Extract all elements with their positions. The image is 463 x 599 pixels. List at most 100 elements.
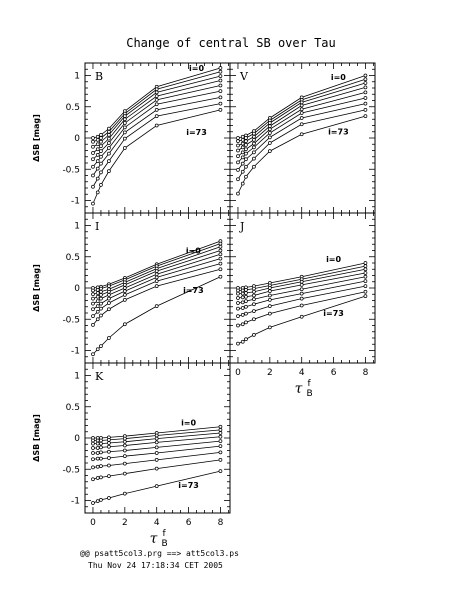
data-point-i-7 — [154, 284, 159, 288]
data-point-v-3 — [236, 148, 240, 153]
y-axis-label-k: ΔSB [mag] — [32, 414, 41, 462]
data-point-j-7 — [267, 311, 272, 316]
x-tick-label-k: 4 — [154, 518, 160, 528]
data-point-j-6 — [299, 296, 304, 301]
data-point-v-5 — [299, 111, 304, 115]
data-point-b-6 — [107, 151, 111, 156]
data-point-k-2 — [99, 441, 103, 446]
data-point-i-7 — [218, 267, 223, 272]
data-point-i-1 — [91, 288, 95, 293]
x-axis-label-sup-k: f — [163, 529, 167, 539]
data-point-v-4 — [363, 90, 368, 95]
footer-line-1: @@ psatt5col3.prg ==> att5col3.ps — [80, 549, 239, 558]
data-point-i-5 — [107, 296, 111, 301]
data-point-b-2 — [91, 144, 95, 149]
data-point-b-7 — [154, 114, 159, 118]
data-point-v-8 — [252, 164, 256, 169]
data-point-v-6 — [363, 101, 368, 106]
data-point-i-4 — [154, 272, 159, 277]
data-point-k-2 — [107, 441, 111, 445]
data-point-j-3 — [252, 293, 256, 298]
data-point-k-5 — [107, 456, 111, 460]
footer-line-2: Thu Nov 24 17:18:34 CET 2005 — [88, 561, 223, 570]
series-label-b: i=0 — [189, 64, 204, 73]
data-point-b-8 — [95, 190, 100, 195]
data-point-i-5 — [91, 307, 95, 312]
x-axis-label-j: τ — [295, 381, 303, 397]
data-point-v-3 — [244, 143, 248, 147]
y-tick-label-b: -1 — [71, 197, 80, 207]
data-point-k-7 — [218, 458, 223, 462]
data-point-j-6 — [236, 314, 240, 318]
data-point-i-8 — [107, 336, 111, 340]
y-tick-label-k: -1 — [71, 497, 80, 507]
data-point-i-7 — [95, 317, 100, 322]
data-point-k-5 — [154, 451, 159, 455]
data-point-j-1 — [240, 288, 245, 293]
data-point-i-3 — [95, 294, 100, 299]
y-tick-label-k: 0 — [74, 434, 80, 444]
data-point-b-1 — [107, 129, 111, 134]
data-point-i-6 — [91, 314, 95, 318]
panel-label-k: K — [95, 370, 104, 383]
data-point-v-4 — [267, 127, 272, 132]
data-point-b-5 — [99, 154, 103, 159]
data-point-j-3 — [244, 294, 248, 299]
data-point-i-6 — [122, 293, 127, 297]
data-point-i-1 — [99, 286, 103, 291]
data-point-b-7 — [95, 176, 100, 181]
data-point-v-6 — [240, 161, 245, 166]
data-point-j-0 — [363, 261, 368, 265]
data-point-v-1 — [363, 77, 368, 82]
data-point-j-6 — [240, 313, 245, 317]
data-point-v-8 — [299, 132, 304, 137]
data-point-j-3 — [363, 271, 368, 275]
data-point-i-5 — [99, 301, 103, 306]
data-point-k-7 — [107, 474, 111, 478]
data-point-b-4 — [154, 98, 159, 102]
x-axis-label-sub-k: B — [162, 539, 168, 549]
data-point-j-7 — [363, 289, 368, 294]
data-point-j-1 — [363, 264, 368, 268]
y-tick-label-k: -0.5 — [62, 465, 80, 475]
data-point-b-2 — [95, 142, 100, 147]
data-point-i-8 — [99, 344, 103, 348]
data-point-i-4 — [99, 296, 103, 301]
data-point-j-3 — [236, 296, 240, 300]
data-point-k-6 — [218, 450, 223, 455]
data-point-b-6 — [122, 130, 127, 135]
data-point-j-3 — [240, 295, 245, 300]
data-point-v-7 — [240, 169, 245, 174]
data-point-i-4 — [107, 293, 111, 297]
data-point-b-2 — [218, 74, 223, 78]
data-point-k-8 — [218, 469, 223, 473]
data-point-b-2 — [122, 114, 127, 118]
data-point-j-1 — [244, 288, 248, 292]
data-point-j-5 — [299, 291, 304, 296]
data-point-v-5 — [236, 160, 240, 165]
data-point-j-8 — [244, 337, 248, 342]
data-point-j-4 — [299, 287, 304, 292]
data-point-k-1 — [95, 438, 100, 443]
data-point-j-5 — [252, 302, 256, 307]
data-point-k-6 — [95, 464, 100, 469]
data-point-j-5 — [363, 279, 368, 283]
data-point-v-6 — [267, 135, 272, 140]
data-point-b-3 — [154, 94, 159, 98]
series-label-v: i=0 — [331, 73, 346, 82]
data-point-b-4 — [107, 141, 111, 145]
data-point-j-8 — [299, 314, 304, 319]
data-point-b-5 — [95, 159, 100, 163]
data-point-v-4 — [236, 154, 240, 158]
data-point-v-4 — [252, 141, 256, 146]
data-point-i-1 — [218, 241, 223, 246]
data-point-k-8 — [122, 491, 127, 496]
data-point-b-6 — [99, 161, 103, 166]
data-point-b-4 — [218, 83, 223, 88]
data-point-v-6 — [244, 157, 248, 162]
data-point-v-2 — [240, 141, 245, 146]
panel-i: -1 -0.5 0 0.5 1 ΔSB [mag] Ii=0 i=73 — [32, 212, 231, 364]
data-point-k-3 — [154, 440, 159, 445]
